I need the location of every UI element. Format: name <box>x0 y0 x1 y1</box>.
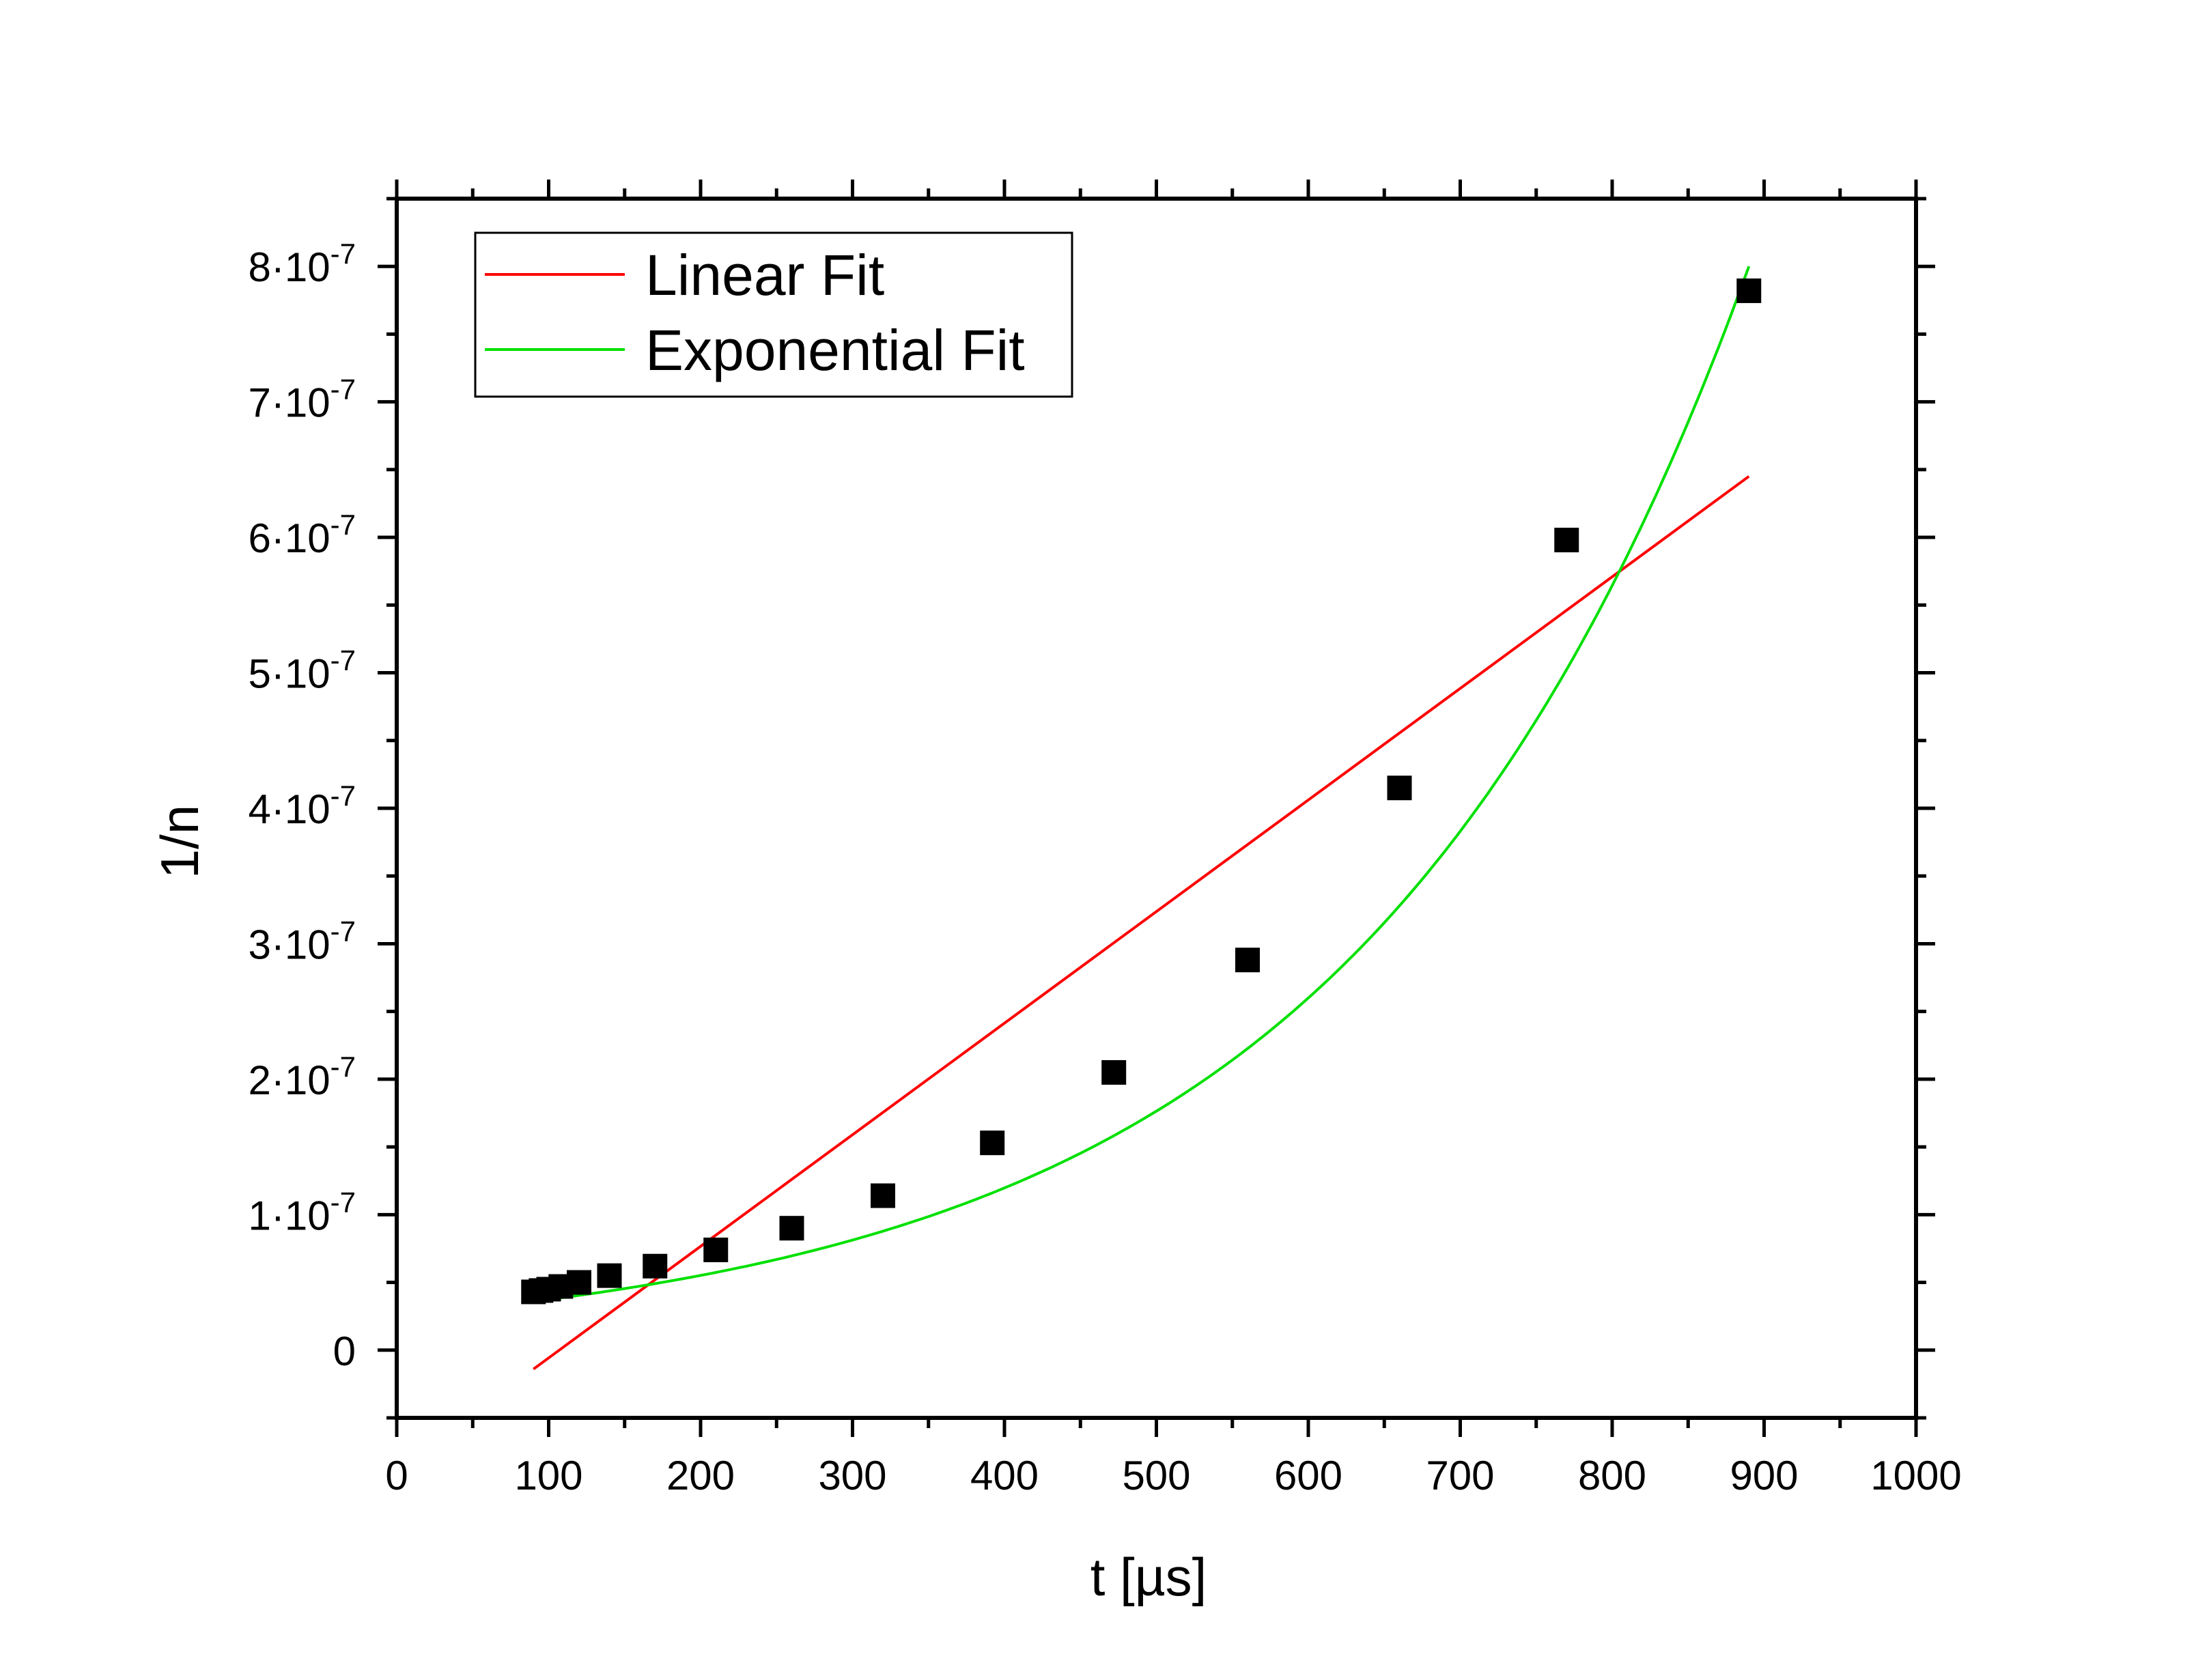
data-point <box>597 1263 622 1288</box>
legend-label-linear-fit: Linear Fit <box>645 243 884 307</box>
x-tick-label: 0 <box>385 1453 408 1498</box>
data-point <box>980 1130 1005 1156</box>
data-point <box>1736 278 1762 303</box>
x-tick-label: 700 <box>1426 1453 1494 1498</box>
data-point <box>643 1253 668 1279</box>
data-point <box>1387 775 1412 801</box>
linear-fit-line <box>533 475 1750 1371</box>
data-point <box>1554 528 1579 553</box>
data-point <box>1101 1059 1127 1085</box>
data-point <box>871 1183 895 1208</box>
x-tick-label: 600 <box>1274 1453 1342 1498</box>
y-tick-labels: 0 1·10-7 2·10-7 3·10-7 4·10-7 5·10-7 6·10-7 7·1… <box>249 238 356 1374</box>
y-tick-label: 0 <box>333 1328 356 1374</box>
y-tick-label: 3·10-7 <box>249 915 356 967</box>
axes <box>378 180 1935 1437</box>
legend-box <box>474 231 1073 398</box>
y-tick-label: 7·10-7 <box>249 373 356 426</box>
x-tick-label: 300 <box>818 1453 886 1498</box>
x-tick-label: 200 <box>666 1453 735 1498</box>
x-tick-label: 500 <box>1122 1453 1190 1498</box>
x-tick-label: 1000 <box>1870 1453 1961 1498</box>
x-tick-label: 800 <box>1578 1453 1646 1498</box>
data-point <box>779 1216 804 1241</box>
legend: Linear Fit Exponential Fit <box>474 231 1073 398</box>
y-tick-label: 1·10-7 <box>249 1186 356 1238</box>
y-tick-label: 2·10-7 <box>249 1051 356 1103</box>
x-axis-title: t [µs] <box>1090 1547 1207 1607</box>
legend-label-exponential-fit: Exponential Fit <box>645 318 1025 382</box>
y-tick-label: 5·10-7 <box>249 644 356 697</box>
y-tick-label: 6·10-7 <box>249 509 356 561</box>
data-point <box>703 1237 729 1262</box>
x-tick-labels: 0 100 200 300 400 500 600 700 800 900 1000 <box>385 1453 1961 1498</box>
y-tick-label: 8·10-7 <box>249 238 356 290</box>
x-tick-label: 400 <box>970 1453 1039 1498</box>
x-tick-label: 100 <box>514 1453 582 1498</box>
exponential-fit-line <box>533 266 1751 1303</box>
y-axis-title: 1/n <box>150 805 210 879</box>
x-tick-label: 900 <box>1730 1453 1798 1498</box>
data-points <box>521 278 1762 1305</box>
y-tick-label: 4·10-7 <box>249 780 356 832</box>
data-point <box>567 1270 591 1295</box>
data-point <box>1235 948 1260 973</box>
fit-curves <box>533 266 1751 1371</box>
